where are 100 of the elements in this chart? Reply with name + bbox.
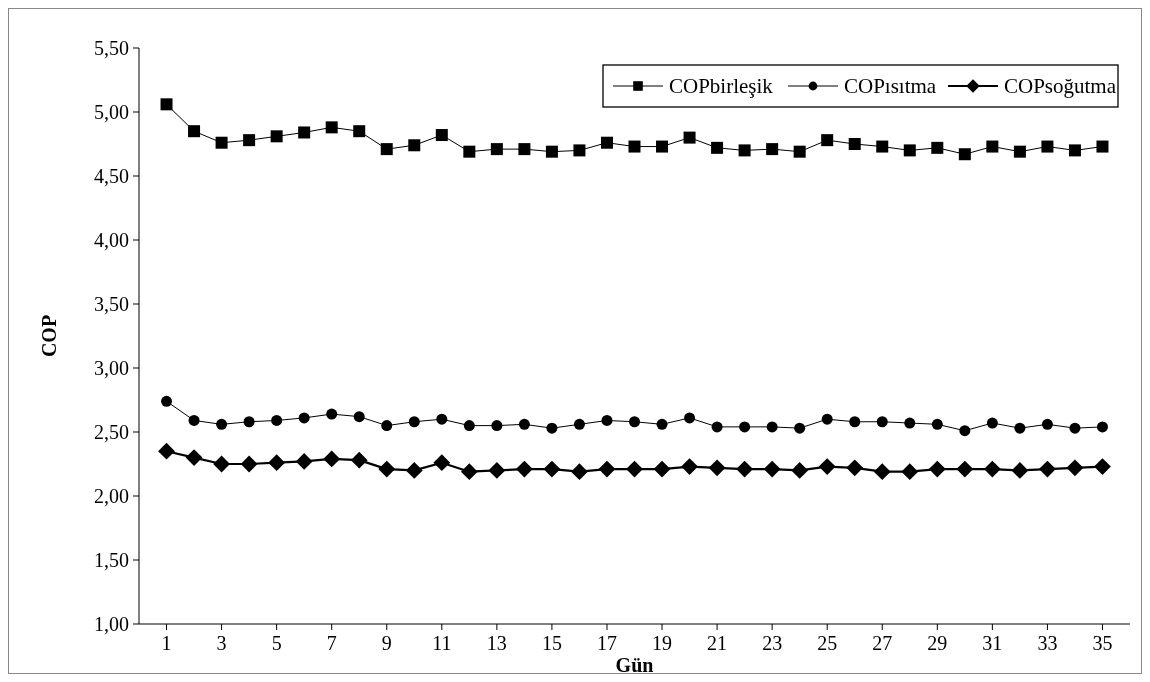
point	[626, 460, 643, 478]
point	[490, 143, 503, 156]
y-axis-title: COP	[38, 314, 60, 358]
point	[736, 460, 754, 478]
x-tick-label: 21	[707, 632, 728, 654]
point	[873, 463, 891, 481]
point	[821, 413, 833, 425]
point	[708, 459, 726, 477]
point	[240, 455, 258, 473]
point	[491, 420, 503, 432]
legend-label: COPbirleşik	[669, 74, 774, 98]
point	[408, 139, 421, 152]
x-tick-label: 15	[541, 632, 562, 654]
x-tick-label: 1	[161, 632, 172, 654]
point	[326, 408, 338, 420]
point	[903, 144, 916, 157]
x-tick-label: 3	[216, 632, 227, 654]
point	[270, 130, 283, 143]
point	[518, 418, 530, 430]
point	[546, 422, 558, 434]
point	[1041, 140, 1054, 153]
point	[463, 145, 476, 158]
y-tick-label: 5,50	[94, 37, 129, 59]
point	[435, 129, 448, 142]
x-tick-label: 19	[652, 632, 673, 654]
x-tick-label: 27	[872, 632, 893, 654]
point	[160, 98, 173, 111]
point	[408, 416, 420, 428]
point	[1094, 458, 1111, 475]
point	[653, 460, 671, 478]
point	[931, 418, 943, 430]
point	[353, 125, 366, 138]
point	[1069, 422, 1081, 434]
point	[433, 454, 451, 472]
point	[986, 140, 999, 153]
y-tick-label: 1,50	[94, 549, 129, 571]
point	[213, 455, 230, 473]
point	[380, 143, 393, 156]
point	[958, 148, 971, 161]
point	[1011, 462, 1029, 479]
point	[983, 460, 1001, 478]
legend-label: COPsoğutma	[1004, 74, 1117, 98]
point	[185, 449, 203, 466]
point	[243, 416, 255, 428]
point	[901, 463, 919, 481]
point	[545, 145, 558, 158]
point	[904, 417, 916, 429]
x-tick-label: 29	[927, 632, 948, 654]
point	[188, 414, 200, 426]
point	[353, 411, 365, 423]
point	[1096, 140, 1109, 153]
point	[931, 141, 944, 154]
point	[350, 451, 368, 469]
point	[711, 141, 724, 154]
y-tick-label: 2,50	[94, 421, 129, 443]
point	[739, 421, 751, 433]
point	[684, 412, 696, 424]
x-tick-label: 9	[381, 632, 392, 654]
point	[601, 414, 613, 426]
point	[215, 136, 228, 149]
point	[766, 421, 778, 433]
x-tick-label: 23	[762, 632, 783, 654]
point	[460, 463, 478, 481]
point	[986, 417, 998, 429]
y-tick-label: 4,00	[94, 229, 129, 251]
point	[1013, 145, 1026, 158]
y-tick-label: 4,50	[94, 165, 129, 187]
point	[791, 462, 809, 479]
point	[381, 420, 393, 432]
point	[378, 460, 396, 478]
point	[325, 121, 338, 134]
point	[656, 140, 669, 153]
point	[323, 450, 341, 468]
y-tick-label: 3,00	[94, 357, 129, 379]
legend-label: COPısıtma	[844, 74, 937, 98]
x-tick-label: 35	[1092, 632, 1113, 654]
point	[543, 460, 561, 478]
point	[463, 420, 475, 432]
y-tick-label: 3,50	[94, 293, 129, 315]
point	[518, 143, 531, 156]
point	[436, 413, 448, 425]
point	[298, 126, 311, 139]
point	[656, 418, 668, 430]
point	[161, 395, 173, 407]
point	[158, 442, 175, 460]
point	[298, 412, 310, 424]
point	[956, 460, 974, 478]
x-axis-title: Gün	[615, 654, 654, 676]
point	[1068, 144, 1081, 157]
point	[488, 462, 506, 479]
point	[763, 460, 781, 478]
point	[846, 459, 864, 477]
point	[683, 131, 696, 144]
point	[628, 140, 641, 153]
x-tick-label: 5	[271, 632, 282, 654]
point	[243, 134, 256, 147]
x-tick-label: 13	[486, 632, 507, 654]
point	[876, 140, 889, 153]
point	[849, 416, 861, 428]
point	[515, 460, 533, 478]
